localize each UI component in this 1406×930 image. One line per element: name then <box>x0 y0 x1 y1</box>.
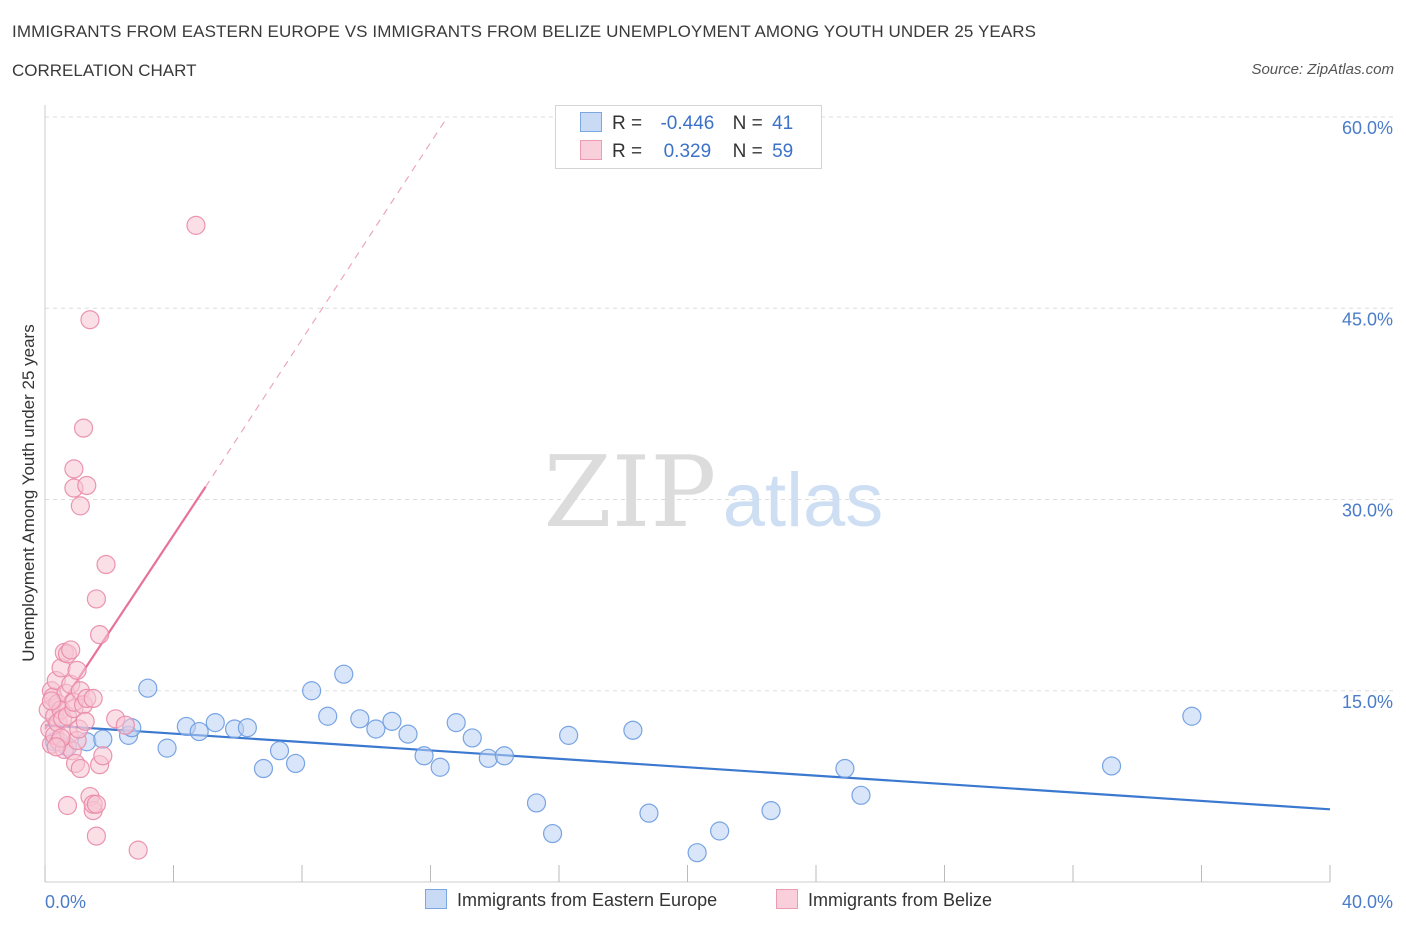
point-eastern-europe <box>157 738 177 758</box>
legend-label-belize: Immigrants from Belize <box>808 890 993 910</box>
swatch-eastern-europe <box>580 112 602 132</box>
n-label: N = <box>732 141 763 162</box>
point-eastern-europe <box>494 746 514 766</box>
point-eastern-europe <box>639 803 659 823</box>
r-value-belize: 0.329 <box>663 141 712 162</box>
point-eastern-europe <box>205 713 225 733</box>
point-eastern-europe <box>398 724 418 744</box>
watermark-atlas: atlas <box>723 458 884 543</box>
point-eastern-europe <box>93 729 113 749</box>
point-eastern-europe <box>1182 706 1202 726</box>
point-belize <box>80 310 100 330</box>
point-eastern-europe <box>1101 756 1122 776</box>
tick-labels: 15.0% 30.0% 45.0% 60.0% 0.0% 40.0% <box>45 118 1393 912</box>
point-belize <box>70 496 90 516</box>
point-eastern-europe <box>269 741 290 761</box>
point-eastern-europe <box>350 709 370 729</box>
point-eastern-europe <box>710 821 730 841</box>
stats-row-belize: R = 0.329 N = 59 <box>580 140 793 166</box>
point-belize <box>41 691 62 711</box>
point-belize <box>77 475 97 496</box>
point-eastern-europe <box>542 823 563 844</box>
point-eastern-europe <box>687 843 707 863</box>
point-eastern-europe <box>382 711 402 731</box>
point-eastern-europe <box>253 758 274 779</box>
trendline-eastern-europe <box>44 724 1331 811</box>
legend-item-eastern-europe: Immigrants from Eastern Europe <box>425 889 717 911</box>
r-label: R = <box>612 113 643 134</box>
y-tick-label: 15.0% <box>1342 692 1393 712</box>
n-value-belize: 59 <box>772 141 794 162</box>
point-belize <box>186 215 206 235</box>
point-eastern-europe <box>189 721 209 742</box>
watermark: ZIP atlas <box>544 436 884 550</box>
point-eastern-europe <box>138 678 158 698</box>
legend-label-eastern-europe: Immigrants from Eastern Europe <box>457 890 718 910</box>
point-belize <box>86 794 107 814</box>
n-value-eastern-europe: 41 <box>772 113 794 134</box>
point-eastern-europe <box>478 748 498 768</box>
axes <box>44 105 1331 883</box>
stats-legend: R = -0.446 N = 41 R = 0.329 N = 59 <box>555 105 822 169</box>
point-belize <box>64 459 84 479</box>
point-belize <box>70 758 90 779</box>
point-eastern-europe <box>446 713 466 733</box>
x-tick-label: 0.0% <box>45 892 86 912</box>
point-belize <box>86 826 107 846</box>
y-axis-label: Unemployment Among Youth under 25 years <box>19 324 38 661</box>
point-eastern-europe <box>430 757 450 777</box>
point-eastern-europe <box>237 718 257 738</box>
point-belize <box>46 737 66 757</box>
legend-item-belize: Immigrants from Belize <box>776 889 992 911</box>
point-belize <box>67 660 87 680</box>
point-belize <box>75 711 95 731</box>
point-eastern-europe <box>851 785 871 805</box>
point-eastern-europe <box>761 800 781 821</box>
stats-row-eastern-europe: R = -0.446 N = 41 <box>580 112 793 138</box>
gridlines <box>45 116 1394 692</box>
point-belize <box>83 688 103 709</box>
point-eastern-europe <box>285 753 306 774</box>
r-label: R = <box>612 141 643 162</box>
point-eastern-europe <box>526 793 547 813</box>
point-belize <box>73 418 94 438</box>
legend-swatch-eastern-europe <box>425 889 447 909</box>
point-eastern-europe <box>334 664 354 684</box>
point-eastern-europe <box>302 681 322 701</box>
point-belize <box>115 715 135 735</box>
n-label: N = <box>732 113 763 134</box>
point-eastern-europe <box>462 728 482 748</box>
x-tick-label: 40.0% <box>1342 892 1393 912</box>
point-eastern-europe <box>835 758 855 779</box>
point-eastern-europe <box>559 725 579 745</box>
point-belize <box>96 554 116 575</box>
point-belize <box>57 795 78 816</box>
y-tick-label: 45.0% <box>1342 309 1393 329</box>
point-eastern-europe <box>366 719 386 739</box>
point-belize <box>93 746 113 766</box>
point-eastern-europe <box>414 746 434 766</box>
point-belize <box>86 589 107 609</box>
chart-subtitle: CORRELATION CHART <box>12 61 197 80</box>
swatch-belize <box>580 140 602 160</box>
legend-swatch-belize <box>776 889 798 909</box>
point-eastern-europe <box>318 706 338 726</box>
point-belize <box>128 840 148 860</box>
r-value-eastern-europe: -0.446 <box>660 113 715 134</box>
trendline-belize-extension <box>205 117 448 488</box>
point-belize <box>90 625 110 645</box>
source-credit: Source: ZipAtlas.com <box>1251 61 1394 78</box>
watermark-zip: ZIP <box>544 436 717 550</box>
chart-title: IMMIGRANTS FROM EASTERN EUROPE VS IMMIGR… <box>12 22 1037 41</box>
point-belize <box>61 640 81 660</box>
y-tick-label: 30.0% <box>1342 501 1393 521</box>
point-eastern-europe <box>623 720 643 740</box>
data-points <box>38 215 1202 863</box>
y-tick-label: 60.0% <box>1342 118 1393 138</box>
